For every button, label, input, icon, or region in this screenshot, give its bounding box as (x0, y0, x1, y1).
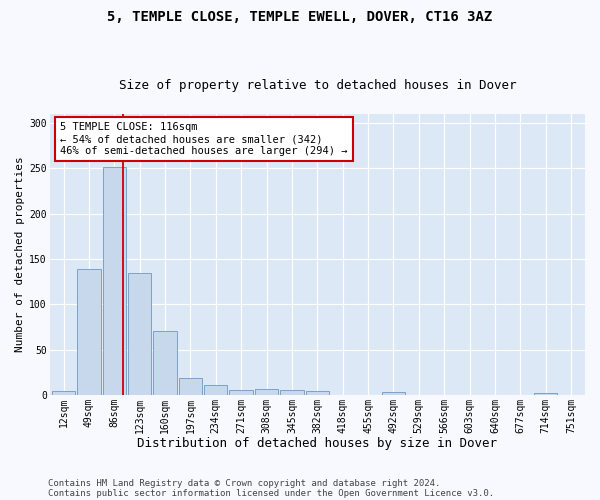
Bar (154, 332, 177, 395)
Text: Contains public sector information licensed under the Open Government Licence v3: Contains public sector information licen… (48, 488, 494, 498)
Y-axis label: Number of detached properties: Number of detached properties (15, 156, 25, 352)
Bar (280, 390, 304, 395)
Bar (382, 392, 405, 395)
Bar (305, 391, 329, 395)
Bar (52, 391, 75, 395)
Bar (229, 390, 253, 395)
Text: Contains HM Land Registry data © Crown copyright and database right 2024.: Contains HM Land Registry data © Crown c… (48, 478, 440, 488)
Bar (77, 269, 101, 395)
Bar (103, 168, 126, 395)
Bar (128, 274, 151, 395)
Bar (534, 393, 557, 395)
Title: Size of property relative to detached houses in Dover: Size of property relative to detached ho… (119, 79, 516, 92)
Text: 5, TEMPLE CLOSE, TEMPLE EWELL, DOVER, CT16 3AZ: 5, TEMPLE CLOSE, TEMPLE EWELL, DOVER, CT… (107, 10, 493, 24)
Bar (204, 385, 227, 395)
X-axis label: Distribution of detached houses by size in Dover: Distribution of detached houses by size … (137, 437, 497, 450)
Text: 5 TEMPLE CLOSE: 116sqm
← 54% of detached houses are smaller (342)
46% of semi-de: 5 TEMPLE CLOSE: 116sqm ← 54% of detached… (60, 122, 348, 156)
Bar (255, 390, 278, 395)
Bar (179, 378, 202, 395)
